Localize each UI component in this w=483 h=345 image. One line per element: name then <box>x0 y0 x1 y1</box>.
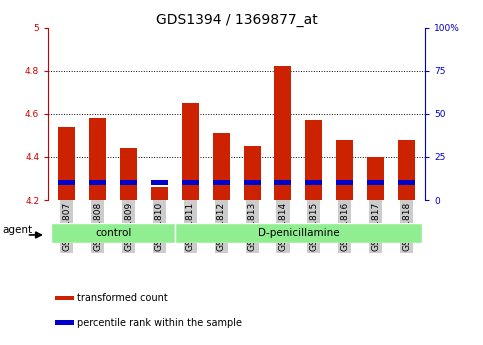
Bar <box>398 180 415 185</box>
Text: D-penicillamine: D-penicillamine <box>257 228 339 238</box>
Bar <box>213 133 230 200</box>
Bar <box>120 180 137 185</box>
Bar <box>274 180 291 185</box>
Bar <box>274 66 291 200</box>
Text: control: control <box>95 228 131 238</box>
Text: percentile rank within the sample: percentile rank within the sample <box>77 318 242 328</box>
Bar <box>213 180 230 185</box>
Bar <box>89 118 106 200</box>
Bar <box>367 157 384 200</box>
Bar <box>175 223 422 243</box>
Bar <box>336 140 353 200</box>
Bar <box>58 180 75 185</box>
Bar <box>305 120 322 200</box>
Bar <box>305 180 322 185</box>
Bar <box>55 296 74 300</box>
Title: GDS1394 / 1369877_at: GDS1394 / 1369877_at <box>156 12 317 27</box>
Bar <box>243 180 261 185</box>
Bar <box>398 140 415 200</box>
Bar <box>336 180 353 185</box>
Text: agent: agent <box>2 225 32 235</box>
Bar <box>89 180 106 185</box>
Bar <box>151 180 168 185</box>
Bar <box>182 180 199 185</box>
Bar <box>120 148 137 200</box>
Bar <box>367 180 384 185</box>
Bar <box>55 321 74 325</box>
Text: transformed count: transformed count <box>77 293 168 303</box>
Bar <box>182 103 199 200</box>
Bar <box>243 146 261 200</box>
Bar <box>58 127 75 200</box>
Bar <box>151 187 168 200</box>
Bar <box>51 223 175 243</box>
